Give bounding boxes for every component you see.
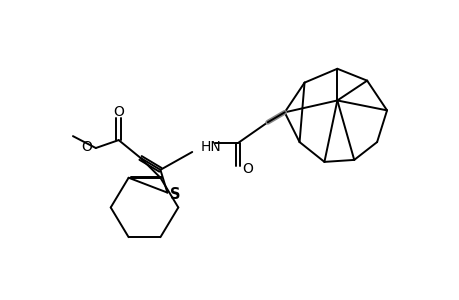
Text: S: S	[170, 187, 180, 202]
Text: O: O	[81, 140, 92, 154]
Text: O: O	[242, 162, 253, 176]
Text: O: O	[113, 105, 124, 119]
Text: HN: HN	[200, 140, 220, 154]
